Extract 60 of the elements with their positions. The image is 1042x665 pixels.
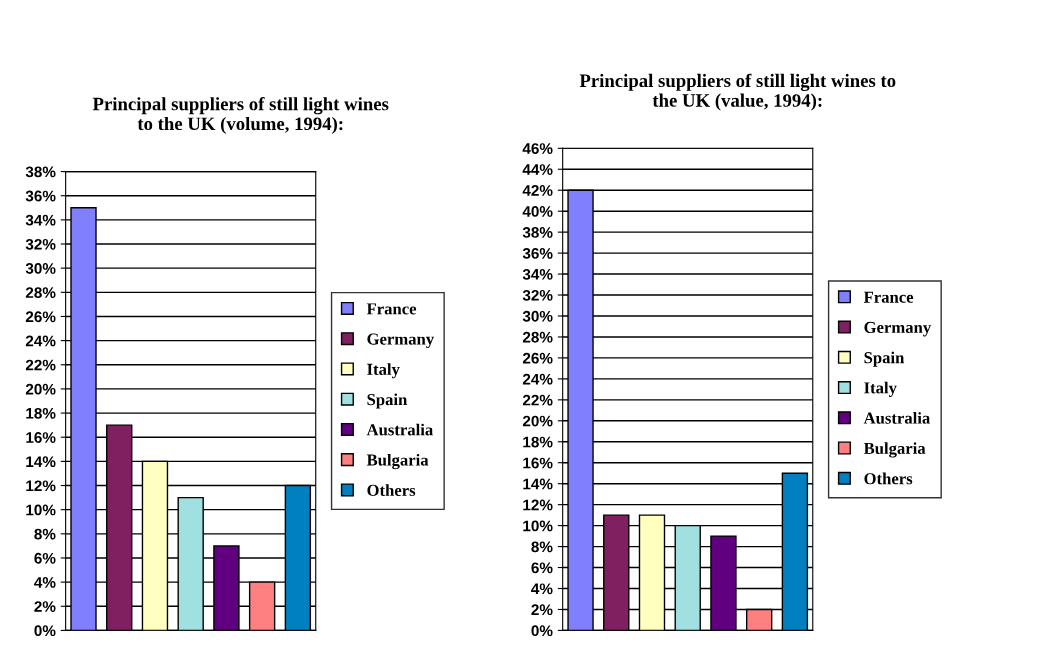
- legend-label: Others: [864, 472, 913, 485]
- y-tick-label: 12%: [523, 499, 553, 511]
- legend-label: Germany: [864, 321, 932, 337]
- y-tick-label: 26%: [522, 352, 553, 364]
- y-tick-label: 18%: [26, 407, 56, 419]
- y-tick-label: 14%: [26, 456, 56, 468]
- y-tick-label: 36%: [25, 190, 56, 202]
- y-tick-label: 32%: [522, 289, 553, 301]
- y-tick-label: 34%: [522, 268, 553, 280]
- y-tick-label: 32%: [25, 238, 56, 250]
- y-tick-label: 2%: [531, 604, 553, 616]
- y-tick-label: 18%: [523, 436, 553, 448]
- y-tick-label: 34%: [25, 214, 56, 226]
- y-tick-label: 16%: [26, 432, 56, 443]
- legend-label: France: [863, 291, 914, 303]
- y-tick-label: 4%: [531, 583, 553, 595]
- legend-label: Spain: [864, 351, 905, 367]
- y-tick-label: 40%: [522, 206, 553, 217]
- y-tick-label: 26%: [25, 311, 56, 323]
- legend-label: France: [366, 303, 417, 315]
- y-tick-label: 22%: [25, 359, 56, 371]
- y-tick-label: 20%: [25, 383, 56, 395]
- legend-label: Spain: [367, 393, 408, 409]
- legend-label: Germany: [367, 333, 434, 349]
- y-tick-label: 38%: [522, 227, 553, 238]
- y-tick-label: 46%: [522, 143, 553, 154]
- y-tick-label: 16%: [523, 457, 553, 469]
- y-tick-label: 12%: [26, 480, 56, 492]
- y-tick-label: 4%: [34, 577, 56, 588]
- y-tick-label: 10%: [523, 520, 553, 532]
- chart-title: Principal suppliers of still light wines to the UK (volume, 1994):: [92, 96, 389, 134]
- chart-title: Principal suppliers of still light wines to the UK (value, 1994):: [579, 73, 896, 111]
- y-tick-label: 22%: [522, 394, 553, 406]
- y-tick-label: 14%: [523, 478, 553, 490]
- y-tick-label: 38%: [25, 166, 56, 178]
- legend-label: Italy: [367, 363, 400, 379]
- y-tick-label: 28%: [522, 331, 553, 343]
- y-tick-label: 8%: [34, 528, 56, 540]
- y-tick-label: 10%: [26, 504, 56, 516]
- y-tick-label: 0%: [531, 625, 553, 637]
- y-tick-label: 20%: [522, 415, 553, 427]
- y-tick-label: 8%: [531, 541, 553, 553]
- y-tick-label: 24%: [522, 373, 553, 385]
- y-tick-label: 44%: [522, 164, 553, 175]
- y-tick-label: 6%: [531, 562, 553, 574]
- legend-label: Bulgaria: [863, 442, 926, 458]
- y-tick-label: 30%: [25, 263, 56, 274]
- y-tick-label: 42%: [522, 185, 553, 196]
- y-tick-label: 28%: [25, 287, 56, 299]
- legend-label: Bulgaria: [366, 453, 429, 470]
- legend-label: Others: [367, 484, 416, 496]
- y-tick-label: 36%: [522, 247, 553, 259]
- legend-label: Australia: [366, 423, 433, 436]
- legend-label: Italy: [864, 381, 897, 397]
- y-tick-label: 24%: [25, 335, 56, 347]
- y-tick-label: 30%: [522, 310, 553, 322]
- y-tick-label: 0%: [34, 625, 56, 637]
- y-tick-label: 6%: [34, 552, 56, 564]
- y-tick-label: 2%: [34, 601, 56, 612]
- legend-label: Australia: [863, 412, 931, 424]
